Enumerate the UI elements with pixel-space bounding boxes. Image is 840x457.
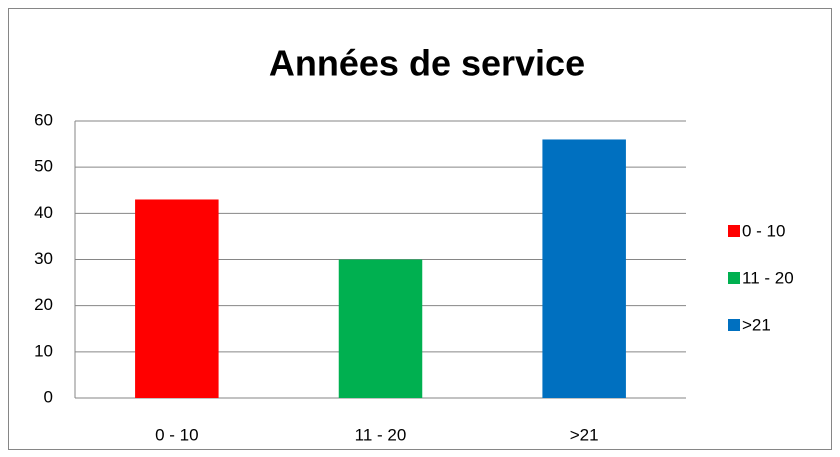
legend-swatch [728, 319, 740, 331]
legend-label: 11 - 20 [742, 268, 794, 287]
legend-swatch [728, 225, 740, 237]
x-tick-label: 11 - 20 [355, 425, 407, 444]
y-tick-label: 40 [34, 203, 53, 222]
y-tick-label: 30 [34, 249, 53, 268]
legend-swatch [728, 272, 740, 284]
y-tick-label: 0 [44, 387, 53, 406]
y-tick-label: 50 [34, 157, 53, 176]
y-tick-label: 10 [34, 341, 53, 360]
x-tick-label: 0 - 10 [155, 425, 198, 444]
chart-title: Années de service [269, 43, 585, 84]
y-tick-label: 60 [34, 110, 53, 129]
x-tick-label: >21 [570, 425, 599, 444]
bar [338, 259, 423, 398]
y-tick-label: 20 [34, 295, 53, 314]
legend-label: 0 - 10 [742, 221, 785, 240]
legend-label: >21 [742, 315, 771, 334]
bar [135, 199, 219, 398]
bar [542, 139, 626, 398]
